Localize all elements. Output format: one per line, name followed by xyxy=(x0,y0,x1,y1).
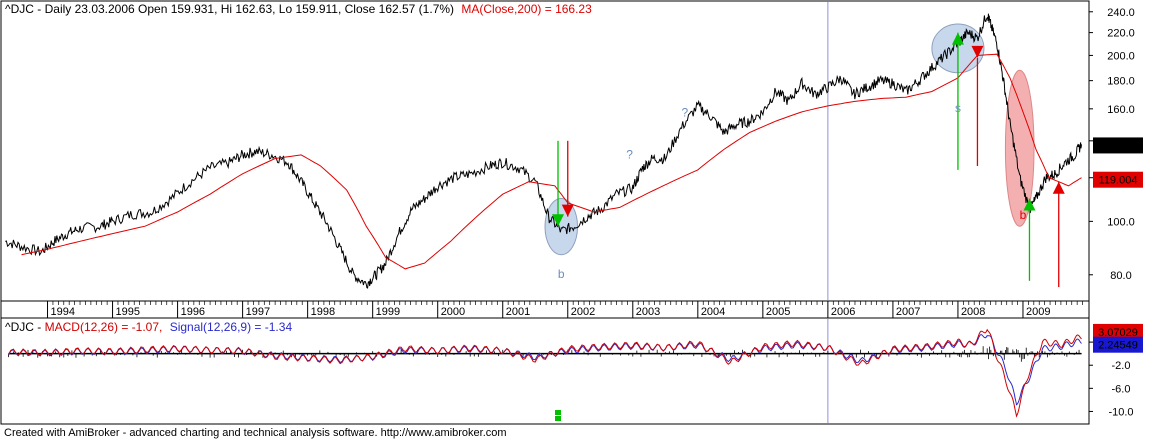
macd-header-macd: MACD(12,26) = -1.07, xyxy=(45,320,163,334)
x-axis-ticks: 1994 1995 1996 1997 1998 1999 2000 2001 2002 2003… xyxy=(47,301,1083,318)
x-tick-label-2000: 2000 xyxy=(441,306,465,318)
price-header: ^DJC - Daily 23.03.2006 Open 159.931, Hi… xyxy=(5,2,592,16)
y-tick-label-4: 160.0 xyxy=(1107,104,1135,116)
macd-tag-macd: 3.07029 xyxy=(1098,327,1138,339)
price-lines xyxy=(5,13,1082,289)
macd-tag-bg-macd xyxy=(1093,323,1143,340)
macd-y-tick-label-2: -6.0 xyxy=(1112,383,1131,395)
x-tick-label-2009: 2009 xyxy=(1026,306,1050,318)
macd-tag-bg-signal xyxy=(1093,336,1143,353)
highlight-oval-2 xyxy=(1004,69,1035,227)
annotation-2: ? xyxy=(681,105,688,119)
signal-arrow-head-0 xyxy=(552,214,565,227)
macd-signal-marker-bottom xyxy=(555,416,562,421)
annotations: b?? s b xyxy=(558,101,1027,281)
price-tag-ma: 119.004 xyxy=(1099,175,1138,187)
macd-line xyxy=(8,328,1082,418)
y-tick-label-8: 80.0 xyxy=(1110,270,1131,282)
price-header-ma: MA(Close,200) = 166.23 xyxy=(461,2,592,16)
macd-y-tick-label-3: -10.0 xyxy=(1108,406,1133,418)
footer-credit: Created with AmiBroker - advanced charti… xyxy=(4,427,507,439)
price-header-symbol: ^DJC - Daily 23.03.2006 Open 159.931, Hi… xyxy=(5,2,454,16)
signal-arrow-head-2 xyxy=(951,32,964,45)
y-tick-label-7: 100.0 xyxy=(1107,216,1135,228)
highlight-ovals xyxy=(544,23,1035,256)
price-pane-frame xyxy=(0,0,1090,302)
price-tag-last: 137.32 xyxy=(1101,140,1135,152)
annotation-4: b xyxy=(1020,208,1027,222)
macd-header: ^DJC - MACD(12,26) = -1.07, Signal(12,26… xyxy=(5,320,292,334)
x-tick-label-1998: 1998 xyxy=(311,306,335,318)
signal-arrows xyxy=(552,32,1065,288)
macd-header-symbol: ^DJC - xyxy=(5,320,45,334)
x-tick-label-2003: 2003 xyxy=(636,306,660,318)
macd-header-signal: Signal(12,26,9) = -1.34 xyxy=(170,320,293,334)
x-tick-label-1996: 1996 xyxy=(181,306,205,318)
x-axis-strip xyxy=(0,300,1090,319)
highlight-oval-0 xyxy=(544,198,579,256)
price-tags: 137.32 119.004 xyxy=(1093,137,1143,188)
y-tick-label-3: 180.0 xyxy=(1107,76,1135,88)
signal-arrow-head-3 xyxy=(971,45,984,58)
macd-signal-marker-top xyxy=(555,410,562,415)
x-tick-label-2007: 2007 xyxy=(896,306,920,318)
x-tick-label-1994: 1994 xyxy=(51,306,75,318)
y-tick-label-0: 240.0 xyxy=(1107,7,1135,19)
macd-tag-signal: 2.24549 xyxy=(1098,340,1138,352)
macd-lines xyxy=(8,328,1082,421)
x-tick-label-1999: 1999 xyxy=(376,306,400,318)
price-tag-bg-last xyxy=(1093,137,1143,154)
x-tick-label-2008: 2008 xyxy=(961,306,985,318)
macd-signal-line xyxy=(8,334,1082,406)
annotation-3: s xyxy=(955,101,961,115)
x-tick-label-2004: 2004 xyxy=(701,306,725,318)
signal-arrow-head-4 xyxy=(1023,198,1036,211)
signal-arrow-head-1 xyxy=(561,204,574,217)
x-tick-label-1997: 1997 xyxy=(246,306,270,318)
annotation-1: ? xyxy=(626,148,633,162)
y-tick-label-2: 200.0 xyxy=(1107,50,1135,62)
macd-y-tick-label-1: -2.0 xyxy=(1112,360,1131,372)
moving-average-line xyxy=(21,53,1082,270)
x-tick-label-1995: 1995 xyxy=(116,306,140,318)
price-tag-bg-ma xyxy=(1093,171,1143,188)
price-series-line xyxy=(5,13,1082,289)
x-tick-label-2005: 2005 xyxy=(766,306,790,318)
signal-arrow-head-5 xyxy=(1052,181,1065,194)
y-tick-label-1: 220.0 xyxy=(1107,28,1135,40)
annotation-0: b xyxy=(558,267,565,281)
x-tick-label-2006: 2006 xyxy=(831,306,855,318)
x-tick-label-2001: 2001 xyxy=(506,306,530,318)
x-tick-label-2002: 2002 xyxy=(571,306,595,318)
